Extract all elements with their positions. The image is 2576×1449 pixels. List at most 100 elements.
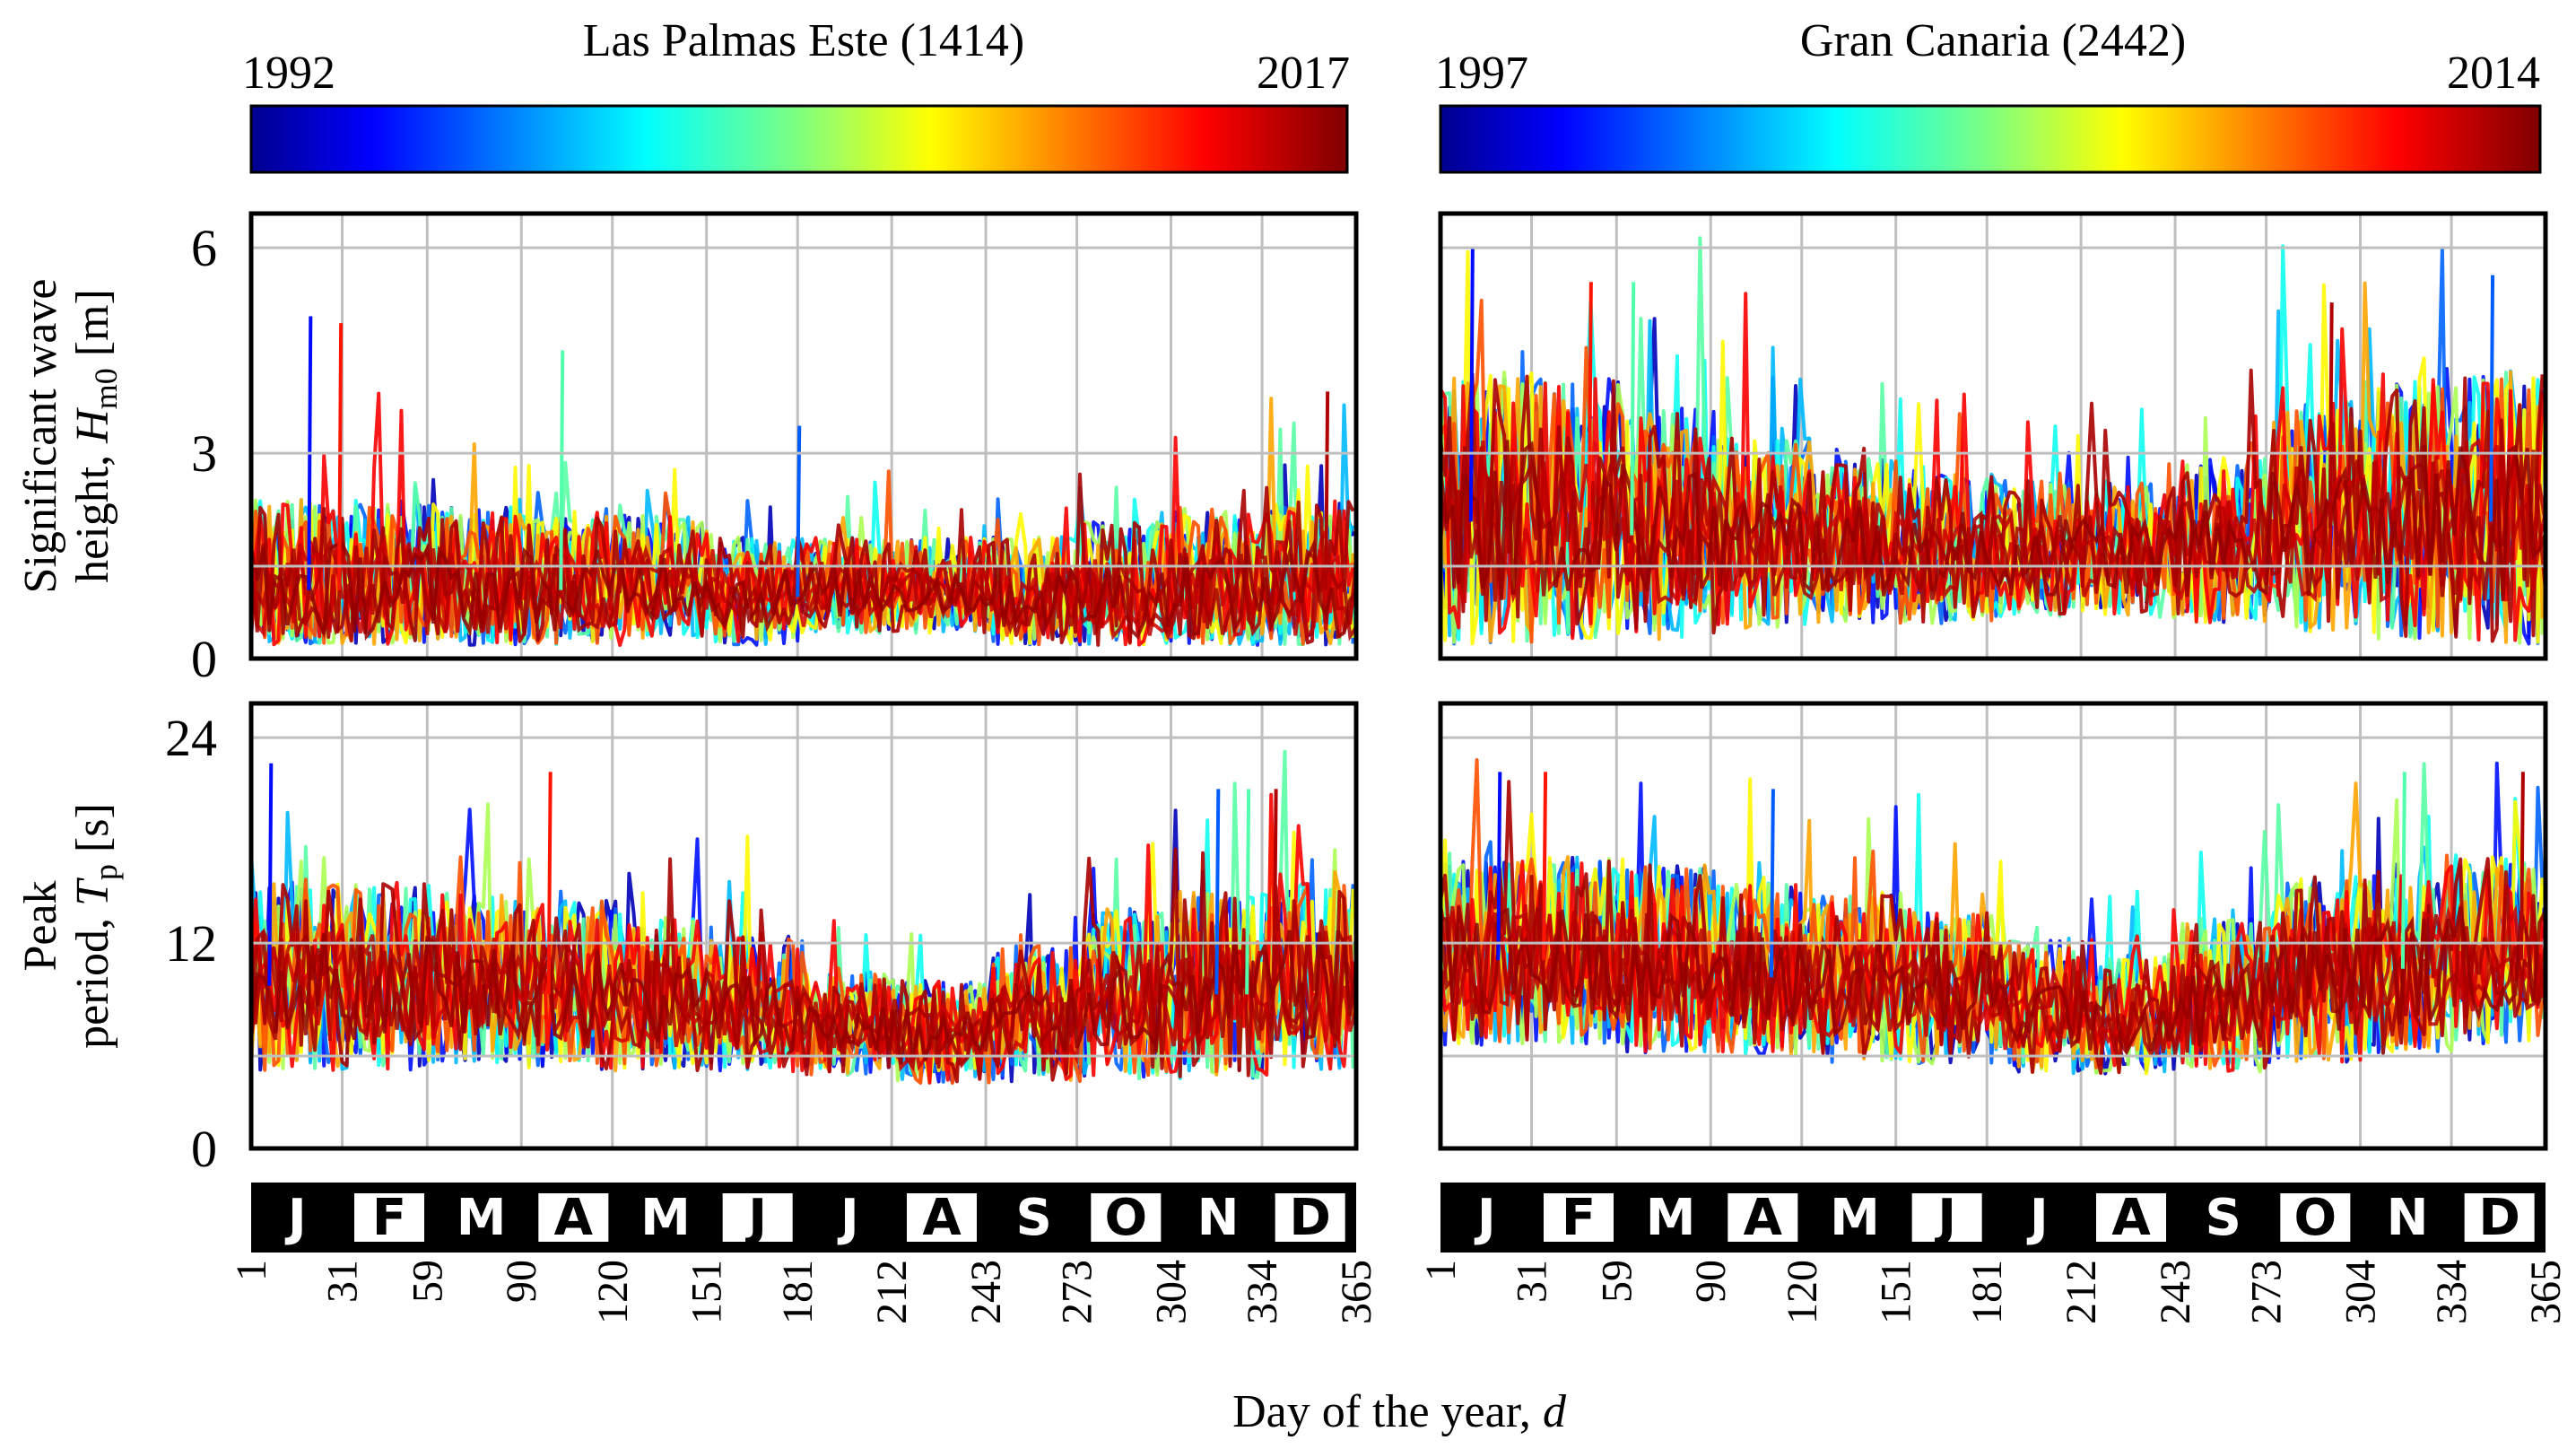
- colorbar-year-end-2: 2014: [2447, 48, 2540, 99]
- plot-panels: [248, 211, 2548, 1151]
- series-peak: [2400, 772, 2406, 969]
- month-box: [1911, 1193, 1982, 1242]
- series-peak: [1324, 391, 1330, 590]
- series-line-recent: [251, 930, 1356, 1065]
- ylabel-tp-line1: Peak: [15, 880, 66, 971]
- month-box: [2095, 1193, 2167, 1242]
- month-label: A: [1744, 1189, 1783, 1247]
- x-tick-label: 59: [1593, 1260, 1640, 1303]
- month-label: F: [1562, 1189, 1596, 1247]
- month-label: A: [2111, 1189, 2151, 1247]
- x-tick-label: 31: [1509, 1260, 1556, 1303]
- x-tick-label: 334: [1239, 1260, 1286, 1324]
- x-tick-label: 334: [2428, 1260, 2476, 1324]
- x-tick-label: 243: [962, 1260, 1010, 1324]
- x-tick-label: 151: [1873, 1260, 1920, 1324]
- x-tick-label: 273: [2243, 1260, 2291, 1324]
- series-peak: [1214, 789, 1221, 995]
- panel-frame: [1438, 211, 2548, 661]
- month-label: M: [1830, 1189, 1880, 1247]
- month-label: A: [554, 1189, 594, 1247]
- x-tick-label: 120: [1779, 1260, 1826, 1324]
- y-tick-label: 6: [191, 219, 217, 277]
- y-tick-label: 3: [191, 424, 217, 483]
- month-label: F: [372, 1189, 406, 1247]
- month-label: J: [1474, 1189, 1496, 1247]
- series-line-recent: [1440, 905, 2546, 1056]
- y-tick-label: 12: [165, 914, 217, 973]
- month-label: N: [2387, 1189, 2429, 1247]
- series-peak: [1496, 772, 1502, 961]
- panel-tp-1: [248, 701, 1359, 1151]
- ylabel-tp-line2: period, Tp [s]: [67, 803, 124, 1049]
- month-label: J: [284, 1189, 307, 1247]
- ylabel-hm0: Significant wave height, Hm0 [m]: [15, 279, 124, 594]
- colorbar-year-end-1: 2017: [1257, 48, 1350, 99]
- x-tick-label: 90: [498, 1260, 545, 1303]
- series-peak: [1587, 282, 1593, 522]
- series-peak: [2328, 302, 2334, 529]
- month-label: O: [2294, 1189, 2337, 1247]
- colorbar-year-start-1: 1992: [242, 48, 335, 99]
- colorbar-1: [249, 104, 1349, 174]
- x-tick-label: 212: [2058, 1260, 2105, 1324]
- series-peak: [1542, 772, 1548, 961]
- x-tick-label: 243: [2152, 1260, 2199, 1324]
- month-label: J: [837, 1189, 859, 1247]
- series-line-recent: [251, 537, 1356, 642]
- panel-frame: [1438, 701, 2548, 1151]
- panel-hm0-1: [248, 211, 1359, 661]
- x-axis-label: Day of the year, d: [1232, 1386, 1567, 1437]
- x-tick-label: 151: [683, 1260, 731, 1324]
- series-peak: [2519, 772, 2525, 961]
- month-box: [1543, 1193, 1614, 1242]
- x-tick-label: 212: [868, 1260, 916, 1324]
- station-title-1: Las Palmas Este (1414): [583, 15, 1024, 66]
- colorbar-2: [1439, 104, 2542, 174]
- ylabel-hm0-line1: Significant wave: [15, 279, 66, 594]
- station-title-2: Gran Canaria (2442): [1800, 15, 2186, 66]
- month-bar-background: [1440, 1183, 2546, 1253]
- series-peak: [796, 425, 802, 598]
- series-line-recent: [1440, 440, 2546, 602]
- x-tick-label: 304: [2337, 1260, 2385, 1324]
- panel-frame: [248, 211, 1359, 661]
- series-peak: [1468, 248, 1475, 522]
- panel-hm0-2: [1438, 211, 2548, 661]
- x-tick-label: 59: [404, 1260, 451, 1303]
- series-peak: [1245, 789, 1251, 995]
- series-peak: [1272, 789, 1278, 986]
- colorbar-year-start-2: 1997: [1435, 48, 1528, 99]
- month-label: S: [1015, 1189, 1051, 1247]
- x-tick-label: 1: [1417, 1260, 1465, 1281]
- series-peak: [2489, 275, 2495, 522]
- month-label: M: [1646, 1189, 1696, 1247]
- series-peak: [267, 763, 274, 986]
- series-peak: [1769, 789, 1775, 978]
- month-label: J: [744, 1189, 767, 1247]
- series-peak: [337, 323, 344, 590]
- x-tick-label: 31: [319, 1260, 367, 1303]
- month-label: J: [2026, 1189, 2049, 1247]
- x-tick-label: 120: [589, 1260, 637, 1324]
- y-tick-label: 0: [191, 630, 217, 688]
- x-tick-label: 365: [1333, 1260, 1380, 1324]
- month-box: [722, 1193, 793, 1242]
- ylabel-tp: Peak period, Tp [s]: [15, 803, 124, 1049]
- month-label: M: [640, 1189, 691, 1247]
- series-peak: [559, 350, 565, 590]
- x-tick-labels: 1 31 59 90 120 151 181 212 243 273 304 334 365 1 31 59 9…: [228, 1260, 2570, 1324]
- panel-tp-2: [1438, 701, 2548, 1151]
- month-box: [2464, 1193, 2535, 1242]
- month-box: [1091, 1193, 1162, 1242]
- y-tick-label: 0: [191, 1120, 217, 1178]
- panel-frame: [248, 701, 1359, 1151]
- month-box: [353, 1193, 425, 1242]
- month-label: O: [1105, 1189, 1148, 1247]
- month-box: [1727, 1193, 1798, 1242]
- month-label: A: [922, 1189, 962, 1247]
